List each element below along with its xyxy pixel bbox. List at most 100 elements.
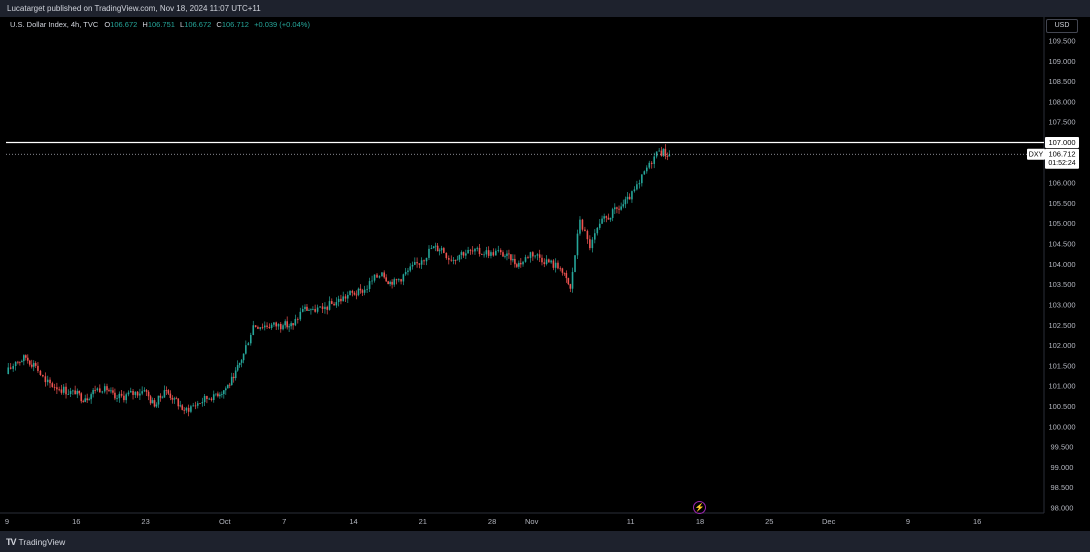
candle-body — [536, 254, 539, 256]
price-tick-label: 104.500 — [1048, 240, 1075, 249]
svg-text:106.712: 106.712 — [1048, 150, 1075, 159]
svg-text:01:52:24: 01:52:24 — [1048, 160, 1075, 167]
candle-body — [586, 230, 589, 240]
lightning-icon[interactable]: ⚡ — [693, 501, 706, 514]
price-tick-label: 108.500 — [1048, 77, 1075, 86]
candle-body — [641, 174, 643, 184]
candle-body — [554, 262, 557, 268]
candle-body — [438, 250, 441, 252]
candle-body — [378, 276, 381, 278]
candle-body — [351, 290, 354, 293]
price-chart[interactable]: 109.500 109.000 108.500 108.000 107.500 107.0… — [0, 0, 1090, 531]
candle-body — [565, 273, 568, 279]
candle-body — [145, 390, 148, 392]
symbol-name[interactable]: U.S. Dollar Index, 4h, TVC — [10, 20, 99, 29]
candle-body — [301, 309, 304, 312]
candle-body — [270, 324, 273, 328]
candle-body — [90, 394, 92, 400]
candle-body — [481, 254, 483, 255]
candle-body — [423, 260, 425, 262]
candle-body — [510, 254, 512, 261]
candle-body — [395, 279, 398, 281]
candle-body — [12, 366, 14, 369]
candle-body — [308, 309, 310, 311]
candle-body — [420, 260, 423, 265]
candle-body — [552, 260, 555, 268]
currency-button[interactable]: USD — [1046, 19, 1078, 33]
candle-body — [512, 258, 514, 261]
candle-body — [385, 277, 387, 282]
tradingview-logo-text: TradingView — [18, 537, 66, 547]
price-tick-label: 107.500 — [1048, 118, 1075, 127]
time-tick-label: 9 — [5, 517, 9, 526]
candle-body — [666, 156, 669, 157]
candle-body — [25, 355, 27, 358]
candle-body — [316, 307, 319, 312]
candle-body — [106, 386, 108, 391]
time-axis[interactable]: 9 16 23 Oct 7 14 21 28 Nov 11 18 25 Dec 9 16 — [5, 517, 981, 526]
candle-body — [620, 206, 622, 210]
candle-body — [273, 322, 275, 325]
candle-body — [456, 259, 459, 261]
time-tick-label: 18 — [696, 517, 704, 526]
candle-body — [249, 334, 252, 344]
candle-body — [462, 252, 465, 256]
candle-body — [167, 390, 170, 394]
candle-body — [173, 398, 176, 400]
candle-body — [436, 245, 439, 252]
candle-body — [368, 281, 371, 289]
candle-body — [516, 264, 518, 267]
candle-body — [371, 280, 373, 282]
candle-body — [452, 259, 455, 261]
low-label: L — [180, 20, 185, 29]
candle-body — [430, 248, 433, 249]
price-axis[interactable]: 109.500 109.000 108.500 108.000 107.500 107.0… — [1048, 37, 1075, 513]
candle-body — [328, 301, 331, 310]
time-tick-label: 14 — [349, 517, 357, 526]
price-tick-label: 100.500 — [1048, 402, 1075, 411]
candle-body — [132, 391, 134, 395]
candle-body — [96, 388, 99, 391]
candle-body — [163, 390, 166, 398]
candle-body — [19, 361, 21, 363]
candle-body — [605, 216, 608, 218]
candle-body — [478, 247, 481, 255]
candle-body — [101, 391, 104, 393]
chart-frame[interactable] — [0, 17, 1090, 531]
candle-body — [467, 249, 469, 254]
candle-body — [240, 360, 243, 363]
candle-body — [471, 250, 474, 252]
candle-body — [603, 216, 605, 219]
candle-body — [534, 255, 536, 257]
candle-body — [185, 407, 188, 411]
candle-body — [268, 326, 271, 328]
candle-body — [21, 361, 23, 363]
candle-body — [616, 207, 618, 209]
candle-body — [532, 252, 534, 257]
candle-body — [290, 323, 292, 327]
price-tick-label: 109.500 — [1048, 37, 1075, 46]
close-value: 106.712 — [221, 20, 249, 29]
symbol-legend[interactable]: U.S. Dollar Index, 4h, TVC O106.672 H106… — [10, 20, 310, 29]
candle-body — [668, 154, 671, 157]
candle-body — [252, 325, 255, 335]
candle-body — [88, 399, 90, 401]
candle-body — [571, 271, 574, 289]
candle-body — [658, 150, 660, 152]
candle-body — [404, 271, 407, 275]
candle-body — [261, 327, 264, 329]
tradingview-logo[interactable]: TV TradingView — [6, 537, 65, 547]
candle-body — [254, 325, 257, 328]
candle-body — [215, 393, 217, 395]
candle-body — [557, 262, 559, 269]
candle-body — [474, 248, 476, 252]
candle-body — [353, 292, 356, 295]
candle-body — [134, 391, 137, 395]
candle-body — [548, 259, 550, 263]
time-tick-label: 28 — [488, 517, 496, 526]
open-label: O — [104, 20, 111, 29]
candle-body — [529, 252, 532, 258]
candle-body — [520, 262, 522, 265]
candle-body — [324, 306, 326, 310]
candle-body — [650, 162, 653, 164]
